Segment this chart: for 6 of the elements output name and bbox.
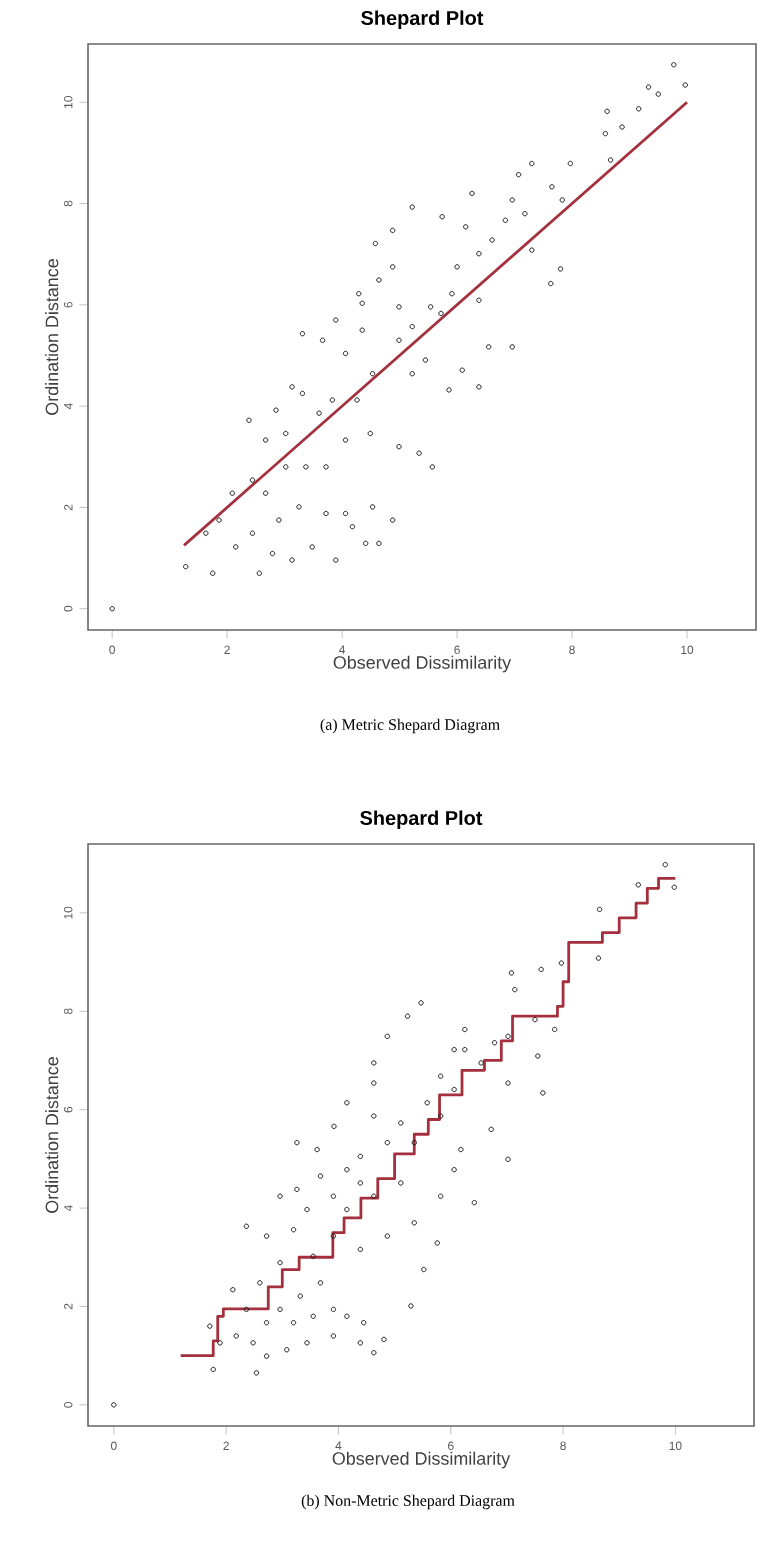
x-axis-title: Observed Dissimilarity (333, 655, 512, 673)
y-axis-title: Ordination Distance (45, 1057, 59, 1213)
chart-title: Shepard Plot (360, 810, 483, 829)
y-axis-title: Ordination Distance (45, 259, 59, 415)
chart-title: Shepard Plot (361, 10, 484, 29)
x-axis-title: Observed Dissimilarity (332, 1451, 511, 1469)
